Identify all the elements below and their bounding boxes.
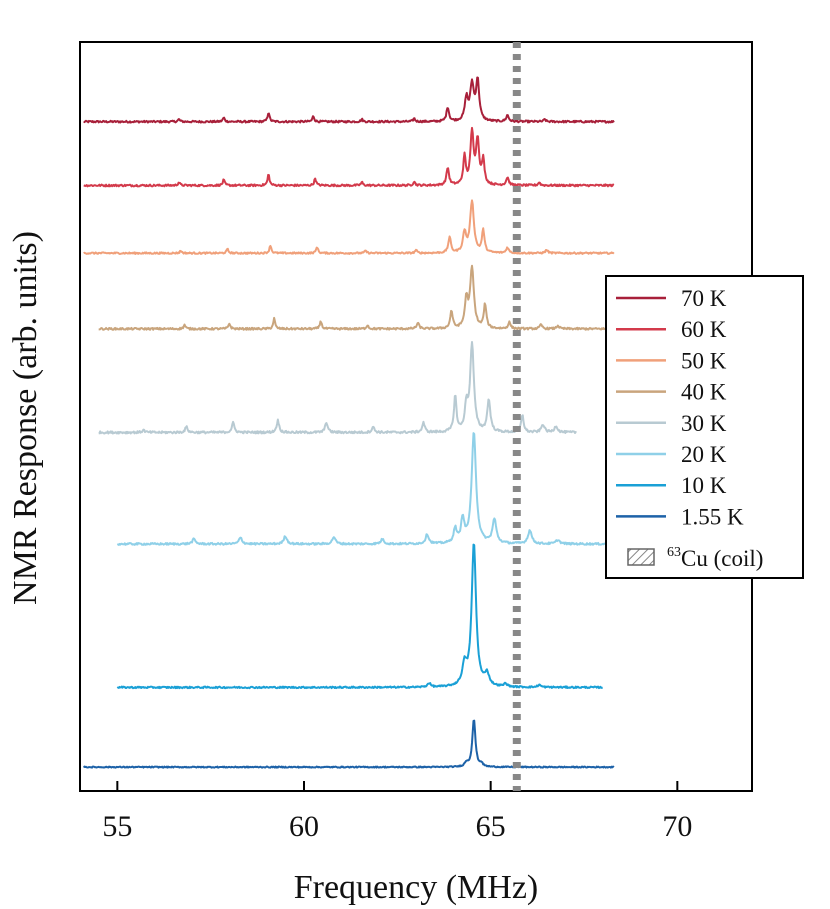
- series-line-30-k: [98, 341, 577, 435]
- legend-label-30-k: 30 K: [681, 411, 727, 436]
- legend-label-60-k: 60 K: [681, 317, 727, 342]
- series-line-10-k: [116, 543, 603, 690]
- legend-coil-sup: 63: [667, 545, 681, 560]
- legend-label-70-k: 70 K: [681, 286, 727, 311]
- series-line-50-k: [83, 199, 615, 255]
- legend-coil-swatch: [627, 548, 655, 566]
- series-line-40-k: [98, 264, 615, 331]
- series-line-1-55-k: [82, 719, 615, 769]
- x-tick-label-55: 55: [102, 810, 132, 843]
- legend-label-20-k: 20 K: [681, 442, 727, 467]
- legend-label-40-k: 40 K: [681, 380, 727, 405]
- series-line-70-k: [83, 76, 615, 124]
- legend-label-1-55-k: 1.55 K: [681, 504, 744, 529]
- y-axis-label: NMR Response (arb. units): [7, 231, 44, 605]
- x-axis: 55 60 65 70: [102, 781, 692, 843]
- legend-coil-main: Cu (coil): [681, 546, 763, 571]
- x-axis-label: Frequency (MHz): [294, 869, 539, 906]
- traces: [82, 76, 615, 769]
- legend-box: [605, 275, 804, 579]
- x-tick-label-70: 70: [662, 810, 692, 843]
- legend-label-10-k: 10 K: [681, 473, 727, 498]
- legend: 70 K 60 K 50 K 40 K 30 K 20 K 10 K 1.55 K 63Cu …: [605, 275, 804, 579]
- series-line-60-k: [83, 126, 615, 188]
- x-tick-label-60: 60: [289, 810, 319, 843]
- legend-label-50-k: 50 K: [681, 348, 727, 373]
- x-tick-label-65: 65: [476, 810, 506, 843]
- legend-coil-label: 63Cu (coil): [667, 545, 763, 571]
- series-line-20-k: [116, 432, 615, 546]
